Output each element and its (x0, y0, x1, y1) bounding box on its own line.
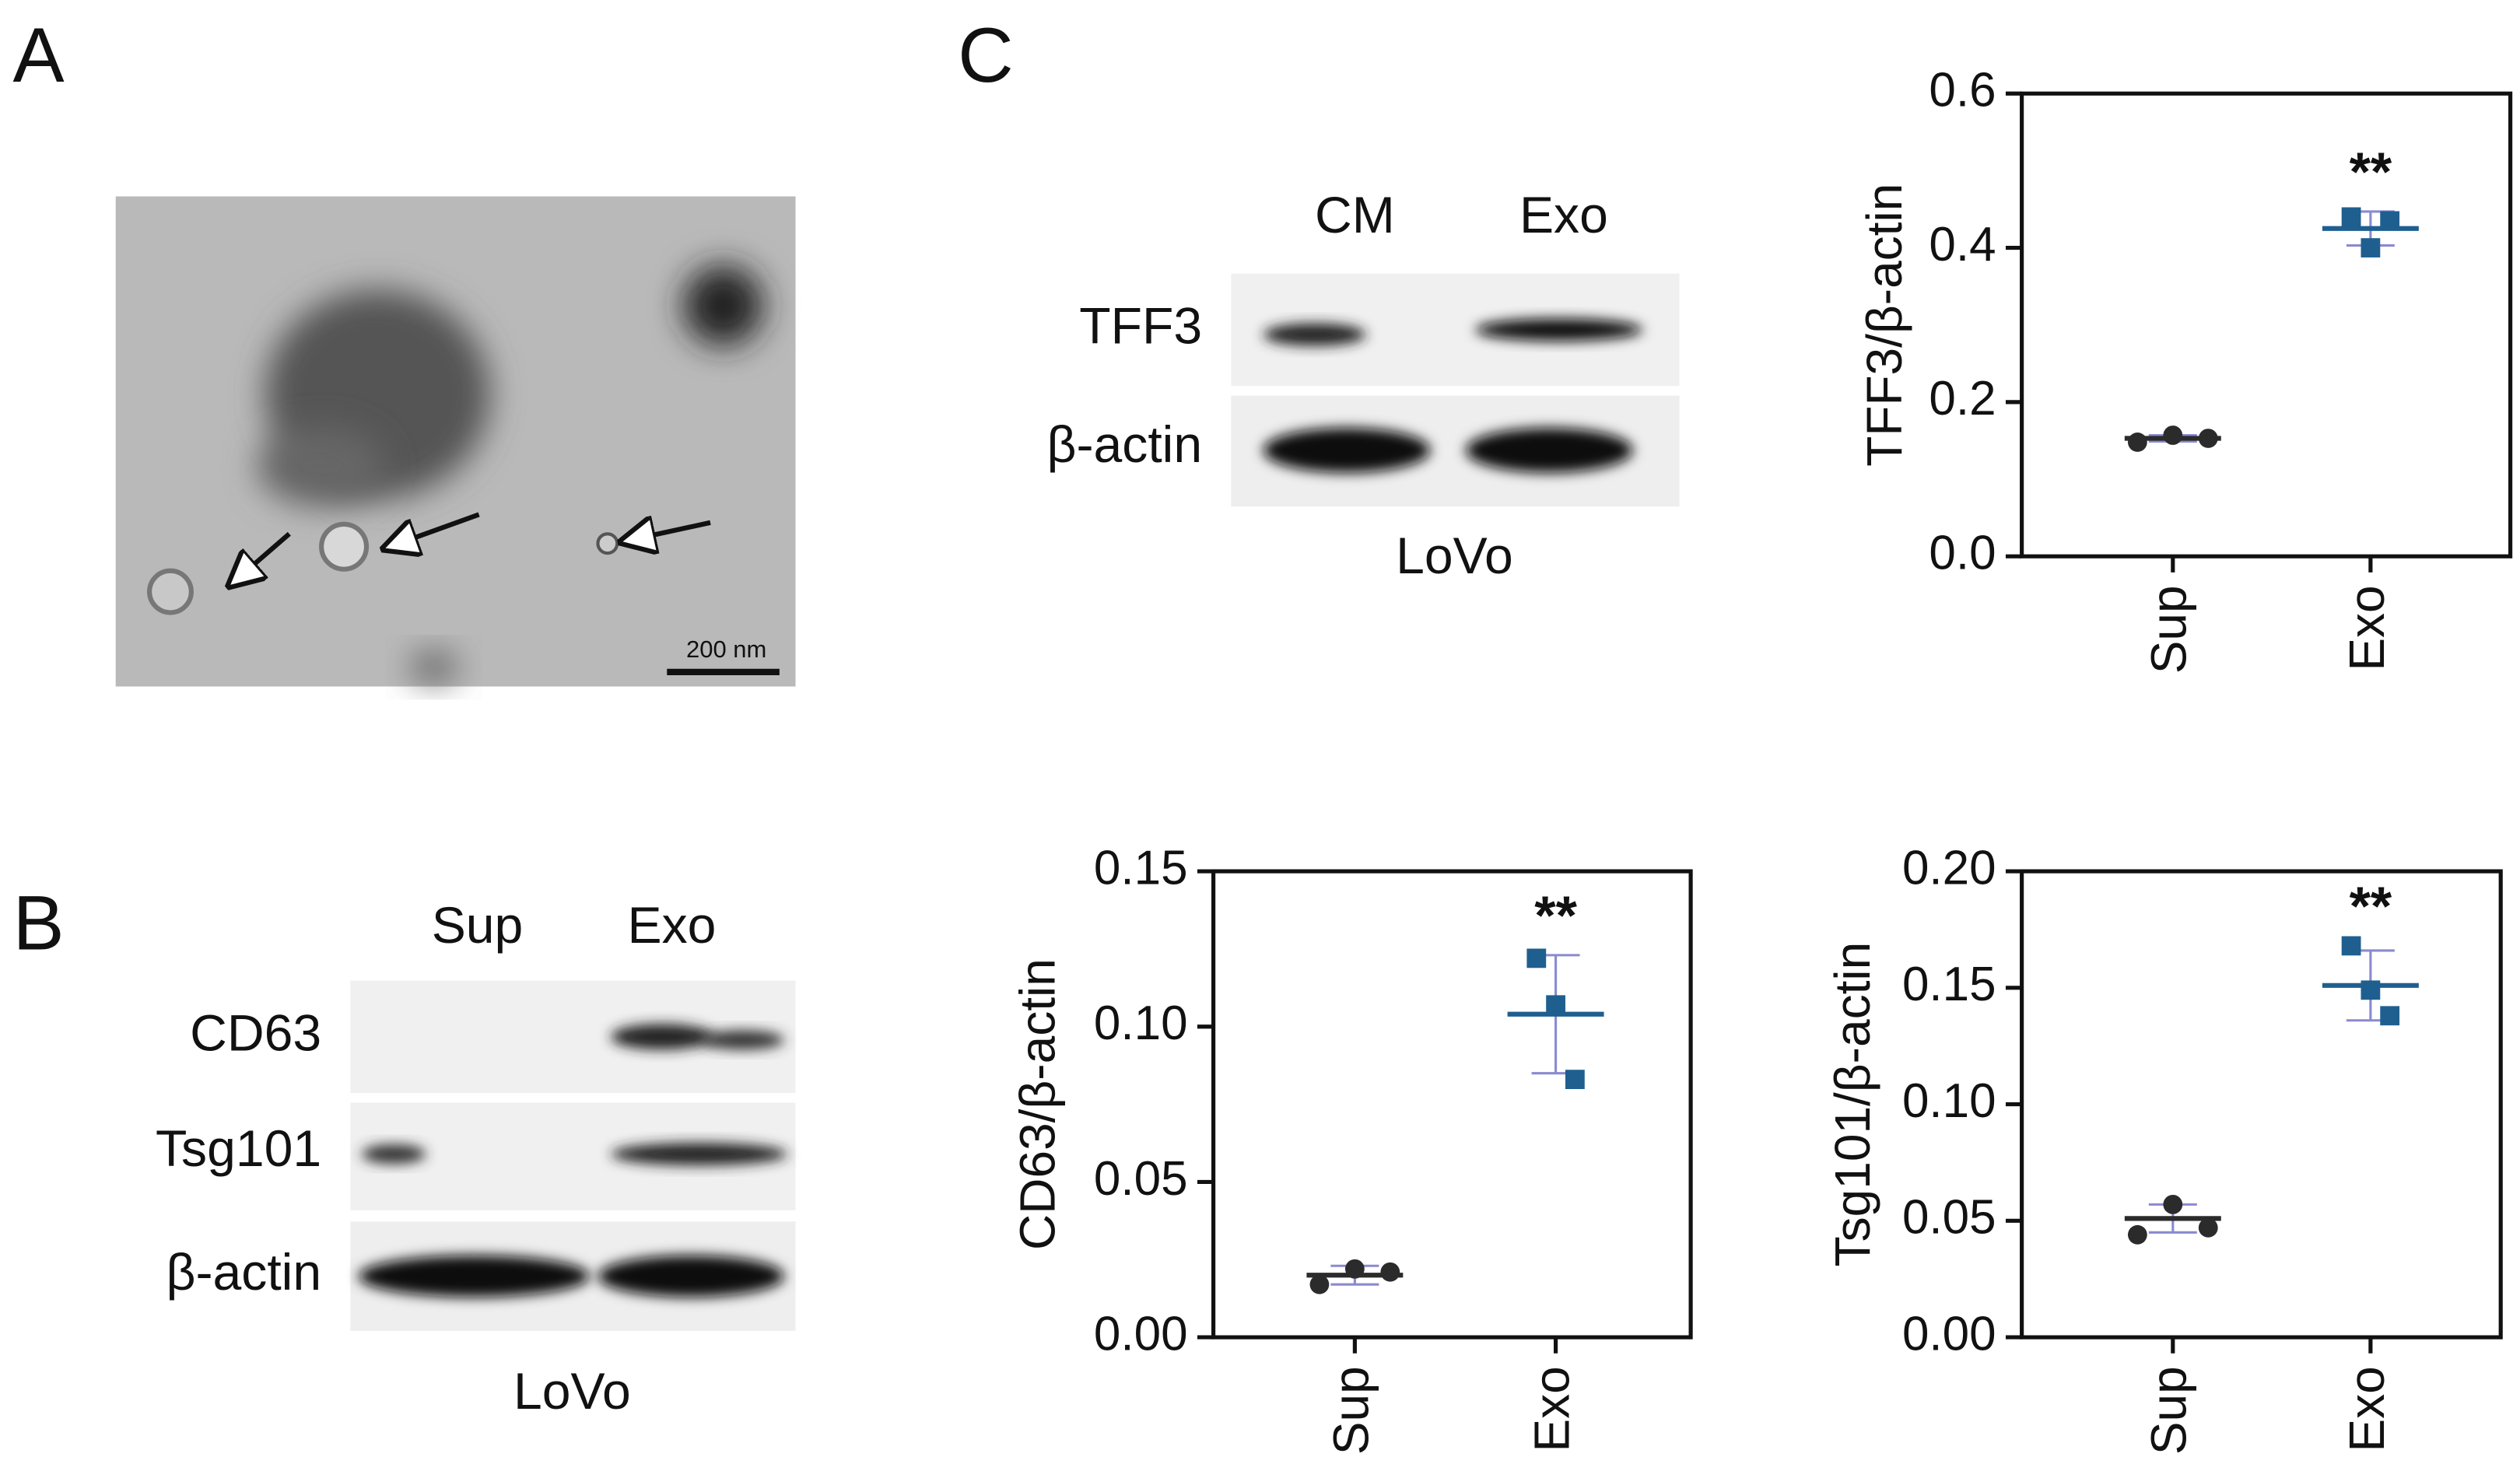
y-tick-label: 0.00 (1902, 1307, 1996, 1361)
row-label: β-actin (1046, 416, 1202, 474)
data-point (2163, 426, 2183, 445)
lane-label: Exo (1519, 187, 1608, 244)
y-axis-label: TFF3/β-actin (1856, 184, 1912, 467)
x-tick-label: Sup (2141, 1366, 2197, 1455)
scale-bar-label: 200 nm (686, 636, 766, 663)
x-tick-label: Sup (2141, 585, 2197, 674)
cell-line-label: LoVo (1396, 527, 1513, 585)
y-tick-label: 0.15 (1094, 841, 1188, 895)
data-point (1526, 948, 1547, 968)
data-point (2127, 433, 2147, 452)
y-tick-label: 0.05 (1094, 1152, 1188, 1206)
row-label: Tsg101 (156, 1120, 321, 1178)
row-label: CD63 (190, 1004, 321, 1062)
y-axis-label: CD63/β-actin (1009, 958, 1065, 1250)
western-blot (350, 980, 796, 1331)
panel-label: B (13, 881, 65, 967)
y-tick-label: 0.2 (1929, 372, 1996, 426)
panel-label: A (13, 12, 65, 99)
y-tick-label: 0.20 (1902, 841, 1996, 895)
significance-label: ** (2350, 875, 2392, 937)
data-point (1565, 1070, 1585, 1090)
significance-label: ** (1534, 884, 1577, 946)
y-tick-label: 0.15 (1902, 958, 1996, 1011)
data-point (2380, 211, 2400, 231)
western-blot (1231, 273, 1680, 507)
row-label: TFF3 (1079, 297, 1202, 355)
significance-label: ** (2350, 141, 2392, 202)
y-tick-label: 0.00 (1094, 1307, 1188, 1361)
y-tick-label: 0.10 (1902, 1074, 1996, 1128)
data-point (2163, 1194, 2183, 1214)
y-tick-label: 0.05 (1902, 1191, 1996, 1245)
data-point (2341, 936, 2361, 956)
x-tick-label: Sup (1323, 1366, 1379, 1455)
data-point (2361, 980, 2381, 1000)
plot-frame (2020, 91, 2513, 559)
x-tick-label: Exo (2339, 585, 2395, 671)
x-tick-label: Exo (2339, 1366, 2395, 1452)
data-point (1546, 995, 1565, 1015)
y-tick-label: 0.4 (1929, 218, 1996, 271)
data-point (2198, 429, 2218, 448)
lane-label: CM (1315, 187, 1395, 244)
lane-label: Sup (432, 897, 524, 954)
y-axis-label: Tsg101/β-actin (1824, 942, 1880, 1267)
data-point (2341, 207, 2361, 227)
row-label: β-actin (166, 1244, 321, 1301)
tem-image (115, 196, 796, 687)
data-point (2198, 1217, 2218, 1238)
lane-label: Exo (628, 897, 717, 954)
y-tick-label: 0.0 (1929, 527, 1996, 580)
panel-label: C (958, 12, 1014, 99)
data-point (1380, 1262, 1400, 1282)
data-point (2380, 1006, 2400, 1026)
x-tick-label: Exo (1524, 1366, 1580, 1452)
data-point (2361, 238, 2381, 257)
data-point (2127, 1224, 2147, 1245)
plot-frame (1211, 869, 1693, 1340)
data-point (1344, 1259, 1365, 1279)
y-tick-label: 0.10 (1094, 996, 1188, 1050)
y-tick-label: 0.6 (1929, 64, 1996, 117)
data-point (1309, 1274, 1330, 1294)
plot-frame (2020, 869, 2503, 1340)
cell-line-label: LoVo (513, 1363, 631, 1420)
